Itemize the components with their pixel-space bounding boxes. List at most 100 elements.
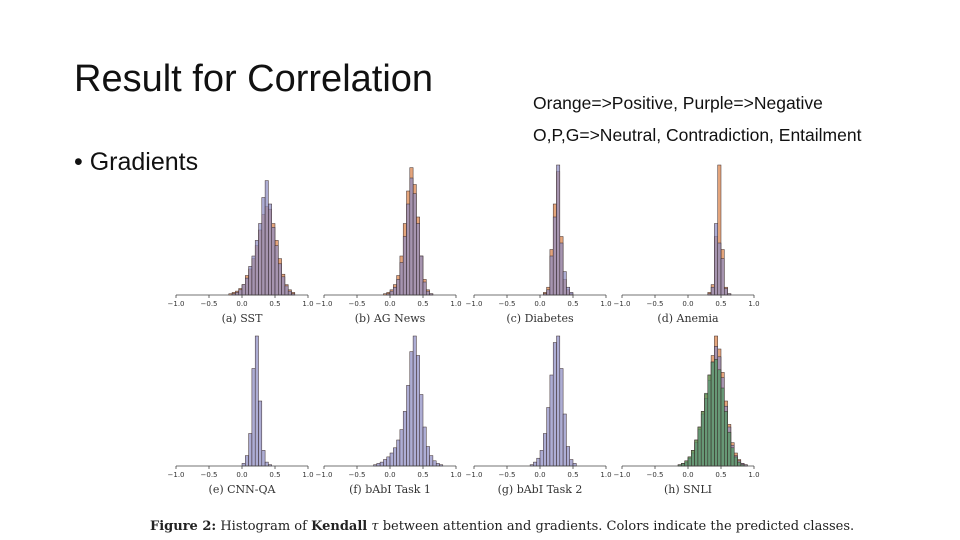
color-legend-snli: O,P,G=>Neutral, Contradiction, Entailmen…	[533, 125, 862, 145]
histogram-bar-purple	[402, 411, 407, 467]
histogram-caption: (f) bAbI Task 1	[349, 483, 431, 496]
histogram-panel: −1.0 −0.5 0.0 0.5 1.0 (d) Anemia	[614, 160, 760, 360]
histogram-panel: −1.0 −0.5 0.0 0.5 1.0 (e) CNN-QA	[168, 331, 314, 531]
histogram-bar-purple	[271, 227, 276, 296]
histogram-bar-green	[691, 450, 695, 467]
histogram-bar-purple	[254, 240, 259, 296]
histogram-bar-purple	[549, 255, 554, 296]
histogram-bar-purple	[248, 266, 253, 296]
histogram-bar-purple	[419, 394, 424, 467]
x-tick-label: −0.5	[349, 471, 366, 479]
caption-kendall: Kendall	[311, 519, 368, 534]
histogram-bar-purple	[251, 368, 256, 467]
x-tick-label: −1.0	[168, 471, 185, 479]
histogram-bar-purple	[552, 342, 557, 467]
histogram-svg: −1.0 −0.5 0.0 0.5 1.0	[614, 164, 760, 308]
x-tick-label: −1.0	[316, 300, 333, 308]
histogram-bar-purple	[399, 429, 404, 467]
slide-title: Result for Correlation	[74, 58, 434, 100]
x-tick-label: 1.0	[600, 300, 611, 308]
histogram-caption: (b) AG News	[354, 312, 426, 325]
x-tick-label: −1.0	[466, 300, 483, 308]
x-tick-label: 1.0	[748, 471, 759, 479]
histogram-bar-purple	[556, 335, 561, 467]
histogram-bar-purple	[549, 374, 554, 467]
x-tick-label: 0.0	[534, 300, 545, 308]
histogram-bar-purple	[268, 203, 272, 296]
histogram-svg: −1.0 −0.5 0.0 0.5 1.0	[316, 167, 462, 308]
histogram-bar-purple	[281, 276, 286, 296]
caption-text-after: between attention and gradients. Colors …	[378, 519, 855, 534]
x-tick-label: 0.0	[384, 471, 395, 479]
x-tick-label: 1.0	[302, 471, 313, 479]
histogram-bar-green	[737, 461, 742, 467]
x-tick-label: 1.0	[302, 300, 313, 308]
histogram-bar-purple	[562, 271, 567, 296]
histogram-bar-purple	[406, 203, 411, 296]
histogram-caption: (e) CNN-QA	[208, 483, 276, 496]
histogram-panel: −1.0 −0.5 0.0 0.5 1.0 (f) bAbI Task 1	[316, 331, 462, 531]
histogram-bar-purple	[264, 180, 269, 296]
histogram-bar-purple	[389, 290, 394, 296]
x-tick-label: −0.5	[647, 471, 664, 479]
histogram-bar-purple	[406, 385, 411, 467]
histogram-bar-purple	[416, 223, 420, 296]
histogram-bar-purple	[399, 262, 404, 296]
histogram-bar-purple	[422, 281, 427, 296]
figure-caption: Figure 2: Histogram of Kendall τ between…	[150, 519, 854, 534]
histogram-caption: (c) Diabetes	[506, 312, 574, 325]
x-tick-label: −1.0	[614, 471, 631, 479]
histogram-bar-purple	[245, 277, 249, 296]
histogram-bar-purple	[536, 457, 541, 467]
x-tick-label: 0.0	[236, 300, 247, 308]
caption-tau: τ	[371, 519, 379, 534]
x-tick-label: −0.5	[349, 300, 366, 308]
histogram-bar-purple	[393, 447, 397, 467]
histogram-bar-green	[720, 387, 725, 467]
histogram-bar-purple	[274, 245, 279, 296]
histogram-bar-green	[730, 447, 735, 467]
histogram-bar-purple	[543, 433, 547, 467]
histogram-bar-purple	[552, 216, 557, 296]
histogram-bar-green	[733, 456, 738, 467]
x-tick-label: 1.0	[450, 471, 461, 479]
histogram-caption: (a) SST	[221, 312, 263, 325]
x-tick-label: −0.5	[201, 471, 218, 479]
x-tick-label: −0.5	[499, 471, 516, 479]
histogram-panel: −1.0 −0.5 0.0 0.5 1.0 (c) Diabetes	[466, 160, 612, 360]
x-tick-label: −0.5	[201, 300, 218, 308]
histogram-bar-purple	[426, 446, 430, 467]
histogram-bar-green	[707, 374, 712, 467]
histogram-caption: (d) Anemia	[657, 312, 719, 325]
bullet-gradients: • Gradients	[74, 148, 199, 176]
x-tick-label: 0.5	[269, 471, 280, 479]
histogram-bar-purple	[258, 223, 263, 296]
histogram-svg: −1.0 −0.5 0.0 0.5 1.0	[168, 335, 314, 479]
histogram-bar-purple	[238, 289, 243, 296]
histogram-bar-purple	[393, 286, 397, 296]
histogram-bar-purple	[383, 459, 387, 467]
histogram-bar-green	[704, 392, 709, 467]
histogram-bar-purple	[412, 193, 417, 296]
histogram-bar-purple	[559, 242, 564, 296]
histogram-bar-purple	[245, 455, 249, 467]
histogram-bar-purple	[248, 433, 253, 467]
histogram-bar-purple	[710, 286, 715, 296]
caption-text-before: Histogram of	[216, 519, 312, 534]
x-tick-label: −1.0	[466, 471, 483, 479]
histogram-bar-purple	[533, 461, 537, 467]
x-tick-label: 0.5	[417, 471, 428, 479]
histogram-caption: (g) bAbI Task 2	[497, 483, 583, 496]
histogram-bar-purple	[258, 400, 263, 467]
histogram-bar-green	[724, 411, 728, 467]
histogram-svg: −1.0 −0.5 0.0 0.5 1.0	[316, 335, 462, 479]
x-tick-label: 0.0	[534, 471, 545, 479]
histogram-bar-purple	[720, 258, 725, 296]
x-tick-label: 0.0	[682, 300, 693, 308]
histogram-bar-purple	[546, 289, 551, 296]
histogram-bar-purple	[241, 284, 246, 296]
x-tick-label: 0.5	[417, 300, 428, 308]
x-tick-label: −0.5	[647, 300, 664, 308]
x-tick-label: −1.0	[316, 471, 333, 479]
histogram-bar-purple	[287, 290, 292, 296]
